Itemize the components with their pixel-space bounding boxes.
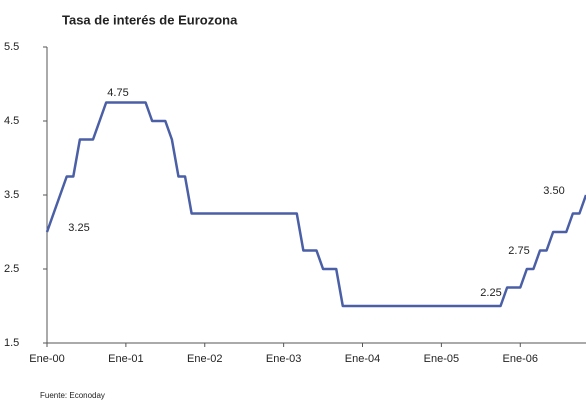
chart-title: Tasa de interés de Eurozona (62, 12, 238, 27)
annotation: 3.25 (68, 222, 89, 234)
x-tick-label: Ene-04 (345, 353, 380, 365)
x-tick-label: Ene-06 (503, 353, 538, 365)
x-tick-label: Ene-05 (424, 353, 459, 365)
annotation: 2.75 (508, 245, 529, 257)
y-tick-label: 5.5 (4, 41, 19, 53)
y-tick-label: 3.5 (4, 189, 19, 201)
x-tick-label: Ene-03 (266, 353, 301, 365)
y-tick-label: 1.5 (4, 337, 19, 349)
x-tick-label: Ene-00 (29, 353, 64, 365)
source: Fuente: Econoday (40, 391, 105, 400)
annotation: 2.25 (480, 287, 501, 299)
annotation: 3.50 (543, 185, 564, 197)
x-tick-label: Ene-01 (108, 353, 143, 365)
line (45, 101, 586, 308)
x-tick-label: Ene-02 (187, 353, 222, 365)
y-tick-label: 4.5 (4, 115, 19, 127)
y-tick-label: 2.5 (4, 263, 19, 275)
annotation: 4.75 (107, 87, 128, 99)
